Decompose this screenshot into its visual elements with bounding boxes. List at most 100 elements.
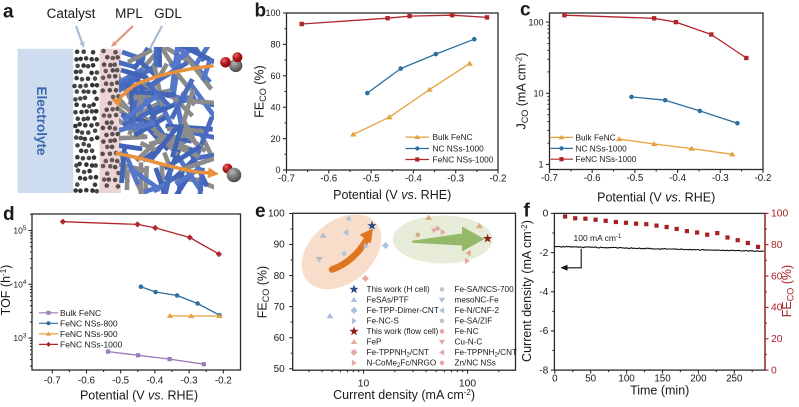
svg-text:1: 1 xyxy=(538,160,543,170)
svg-text:This work (flow cell): This work (flow cell) xyxy=(367,327,439,336)
svg-text:Cu-N-C: Cu-N-C xyxy=(455,338,483,347)
svg-text:Fe-N/CNF-2: Fe-N/CNF-2 xyxy=(455,306,500,315)
svg-text:-0.2: -0.2 xyxy=(755,173,772,184)
svg-text:e: e xyxy=(255,201,266,222)
svg-text:Catalyst: Catalyst xyxy=(47,6,96,21)
svg-text:-0.3: -0.3 xyxy=(712,173,729,184)
svg-text:20: 20 xyxy=(270,134,280,144)
svg-text:FeNC NSs-1000: FeNC NSs-1000 xyxy=(576,154,637,164)
svg-text:103: 103 xyxy=(13,333,26,344)
svg-text:d: d xyxy=(3,204,15,225)
svg-text:NC NSs-1000: NC NSs-1000 xyxy=(576,143,628,153)
svg-text:This work (H cell): This work (H cell) xyxy=(367,285,431,294)
svg-text:-0.3: -0.3 xyxy=(181,376,198,387)
svg-text:Zn/NC NSs: Zn/NC NSs xyxy=(455,359,496,368)
svg-text:FeNC NSs-1000: FeNC NSs-1000 xyxy=(433,155,494,165)
svg-text:-0.5: -0.5 xyxy=(363,174,380,185)
svg-text:Fe-TPPNH2/CNT: Fe-TPPNH2/CNT xyxy=(367,348,429,359)
svg-text:mesoNC-Fe: mesoNC-Fe xyxy=(455,296,500,305)
svg-text:-0.4: -0.4 xyxy=(669,173,686,184)
svg-text:70: 70 xyxy=(274,302,286,313)
svg-text:-0.6: -0.6 xyxy=(584,173,601,184)
svg-text:40: 40 xyxy=(270,102,280,112)
svg-text:80: 80 xyxy=(270,40,280,50)
svg-text:0: 0 xyxy=(275,165,280,175)
svg-text:MPL: MPL xyxy=(115,6,143,21)
svg-text:FECO (%): FECO (%) xyxy=(256,266,272,318)
svg-text:f: f xyxy=(524,201,531,222)
svg-text:0: 0 xyxy=(552,373,558,384)
svg-text:FECO (%): FECO (%) xyxy=(253,65,269,117)
svg-text:Bulk FeNC: Bulk FeNC xyxy=(576,132,616,142)
svg-text:FECO (%): FECO (%) xyxy=(780,265,796,317)
svg-text:0: 0 xyxy=(771,365,777,376)
svg-text:Fe-NC: Fe-NC xyxy=(455,327,479,336)
svg-text:100: 100 xyxy=(459,379,476,390)
svg-text:10: 10 xyxy=(533,89,543,99)
svg-text:100: 100 xyxy=(771,209,788,220)
svg-text:104: 104 xyxy=(13,279,26,290)
svg-text:FeNC NSs-1000: FeNC NSs-1000 xyxy=(60,339,123,349)
svg-text:-0.7: -0.7 xyxy=(541,173,558,184)
svg-text:90: 90 xyxy=(274,240,286,251)
svg-text:-8: -8 xyxy=(539,365,548,376)
svg-text:Current density (mA cm-2): Current density (mA cm-2) xyxy=(520,220,534,362)
svg-text:-4: -4 xyxy=(539,287,548,298)
svg-text:Fe-TPPNH2/CNT: Fe-TPPNH2/CNT xyxy=(455,348,517,359)
svg-text:105: 105 xyxy=(13,225,26,236)
svg-text:-0.2: -0.2 xyxy=(490,174,507,185)
svg-text:c: c xyxy=(520,0,531,21)
svg-text:b: b xyxy=(255,1,267,22)
svg-text:-0.3: -0.3 xyxy=(447,174,464,185)
svg-text:100: 100 xyxy=(268,209,285,220)
svg-text:100: 100 xyxy=(265,8,280,18)
svg-text:50: 50 xyxy=(585,373,596,384)
svg-text:80: 80 xyxy=(771,240,783,251)
svg-text:10: 10 xyxy=(358,379,370,390)
svg-text:60: 60 xyxy=(771,271,783,282)
svg-text:-0.2: -0.2 xyxy=(215,376,232,387)
svg-text:a: a xyxy=(3,2,14,23)
svg-text:-0.4: -0.4 xyxy=(405,174,422,185)
svg-text:TOF (h-1): TOF (h-1) xyxy=(0,265,13,316)
svg-text:100: 100 xyxy=(528,17,543,27)
svg-text:20: 20 xyxy=(771,334,783,345)
svg-text:60: 60 xyxy=(274,333,286,344)
svg-text:FeNC NSs-900: FeNC NSs-900 xyxy=(60,329,118,339)
svg-text:50: 50 xyxy=(274,364,286,375)
svg-text:0: 0 xyxy=(543,209,549,220)
svg-text:-6: -6 xyxy=(539,326,548,337)
svg-text:Potential (V vs. RHE): Potential (V vs. RHE) xyxy=(333,188,451,202)
svg-text:Potential (V vs. RHE): Potential (V vs. RHE) xyxy=(80,389,198,403)
svg-text:Fe-TPP-Dimer-CNT: Fe-TPP-Dimer-CNT xyxy=(367,306,439,315)
svg-text:80: 80 xyxy=(274,271,286,282)
svg-text:Fe-SA/ZIF: Fe-SA/ZIF xyxy=(455,317,493,326)
svg-text:Fe-SA/NCS-700: Fe-SA/NCS-700 xyxy=(455,285,515,294)
svg-text:Time (min): Time (min) xyxy=(630,384,689,398)
svg-text:100: 100 xyxy=(618,373,635,384)
svg-text:Current density (mA cm-2): Current density (mA cm-2) xyxy=(333,388,475,402)
svg-text:-0.4: -0.4 xyxy=(146,376,163,387)
svg-text:NC NSs-1000: NC NSs-1000 xyxy=(433,144,485,154)
svg-text:FeSAs/PTF: FeSAs/PTF xyxy=(367,296,409,305)
svg-text:Bulk FeNC: Bulk FeNC xyxy=(60,308,101,318)
svg-text:-0.5: -0.5 xyxy=(112,376,129,387)
svg-text:JCO (mA cm-2): JCO (mA cm-2) xyxy=(515,53,531,130)
svg-text:Bulk FeNC: Bulk FeNC xyxy=(433,132,473,142)
svg-text:Fe-NC-S: Fe-NC-S xyxy=(367,317,400,326)
svg-text:Potential (V vs. RHE): Potential (V vs. RHE) xyxy=(597,191,715,205)
svg-text:150: 150 xyxy=(654,373,671,384)
svg-text:250: 250 xyxy=(726,373,743,384)
svg-text:-0.7: -0.7 xyxy=(44,376,61,387)
svg-text:200: 200 xyxy=(690,373,707,384)
svg-text:100 mA cm-1: 100 mA cm-1 xyxy=(574,233,623,243)
svg-text:GDL: GDL xyxy=(154,6,182,21)
svg-text:-0.6: -0.6 xyxy=(320,174,337,185)
svg-text:FeP: FeP xyxy=(367,338,383,347)
svg-text:-2: -2 xyxy=(539,248,548,259)
svg-text:N-CoMe2Fc/NRGO: N-CoMe2Fc/NRGO xyxy=(367,359,437,370)
svg-text:Electrolyte: Electrolyte xyxy=(34,86,49,156)
svg-text:-0.7: -0.7 xyxy=(278,174,295,185)
svg-text:40: 40 xyxy=(771,303,783,314)
svg-text:-0.6: -0.6 xyxy=(78,376,95,387)
